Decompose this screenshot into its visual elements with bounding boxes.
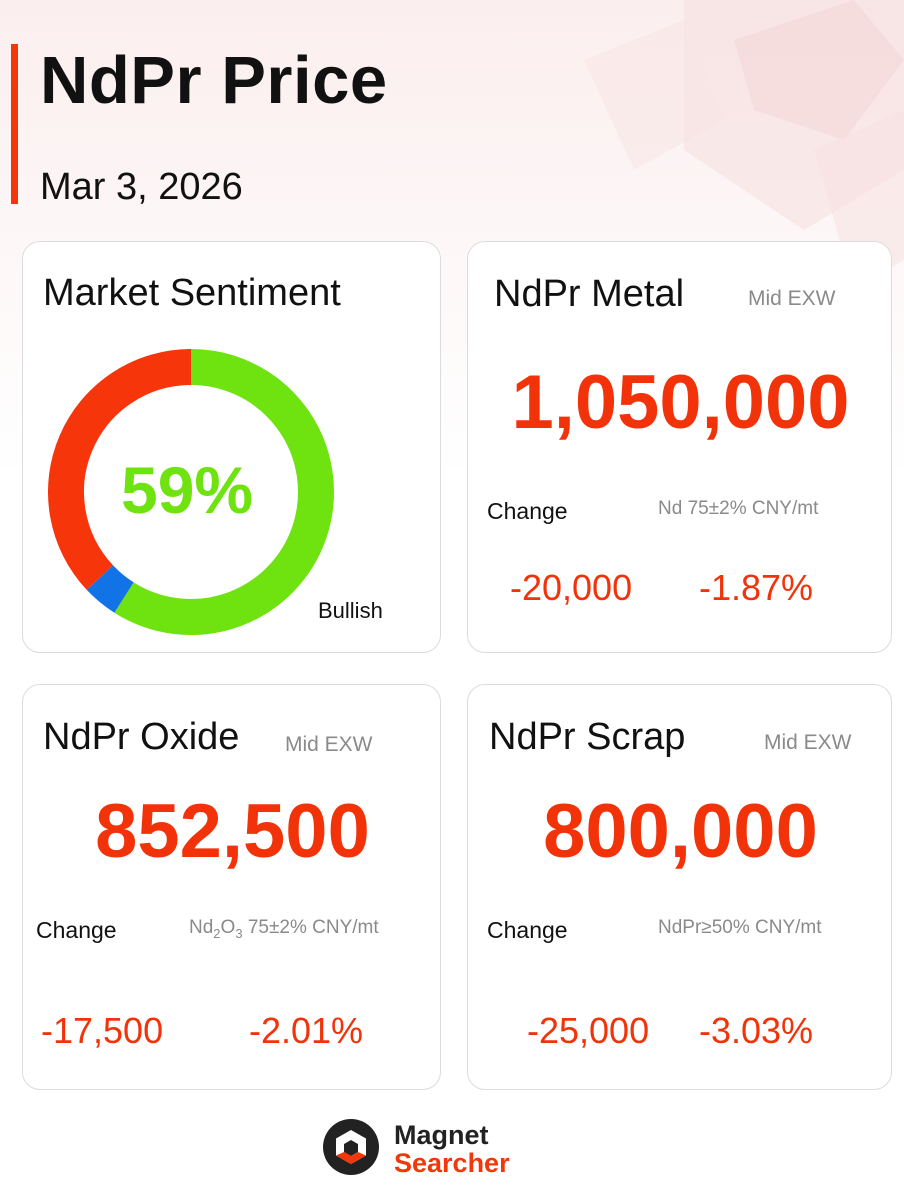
metal-change-abs: -20,000: [510, 567, 633, 608]
scrap-change-pct: -3.03%: [699, 1010, 814, 1051]
scrap-card: NdPr Scrap Mid EXW 800,000 Change NdPr≥5…: [467, 684, 892, 1090]
brand-line1: Magnet: [394, 1120, 489, 1150]
sentiment-donut: [48, 349, 334, 635]
donut-segment-neutral: [86, 564, 135, 613]
sentiment-card: Market Sentiment 59% Bullish: [22, 241, 441, 653]
metal-unit: Nd 75±2% CNY/mt: [658, 498, 819, 519]
scrap-tag: Mid EXW: [764, 731, 852, 754]
oxide-price: 852,500: [95, 789, 370, 874]
scrap-change-label: Change: [487, 917, 568, 943]
metal-title: NdPr Metal: [494, 273, 685, 315]
oxide-change-label: Change: [36, 917, 117, 943]
scrap-price: 800,000: [543, 789, 818, 874]
donut-segment-bearish: [48, 349, 192, 590]
brand-line2: Searcher: [394, 1148, 510, 1178]
metal-change-label: Change: [487, 498, 568, 524]
metal-price: 1,050,000: [511, 360, 850, 445]
metal-change-pct: -1.87%: [699, 567, 814, 608]
scrap-title: NdPr Scrap: [489, 716, 686, 758]
oxide-title: NdPr Oxide: [43, 716, 240, 758]
oxide-card: NdPr Oxide Mid EXW 852,500 Change Nd2O3 …: [22, 684, 441, 1090]
oxide-change-pct: -2.01%: [249, 1010, 364, 1051]
sentiment-label: Bullish: [318, 598, 383, 623]
donut-segment-bullish: [114, 349, 334, 635]
oxide-unit: Nd2O3 75±2% CNY/mt: [189, 917, 379, 941]
sentiment-percent: 59%: [121, 453, 254, 527]
magnet-logo-icon: [323, 1119, 379, 1175]
sentiment-title: Market Sentiment: [43, 272, 341, 314]
brand-logo: Magnet Searcher: [322, 1118, 552, 1180]
oxide-tag: Mid EXW: [285, 733, 373, 756]
page-date: Mar 3, 2026: [40, 166, 243, 208]
scrap-change-abs: -25,000: [527, 1010, 650, 1051]
scrap-unit: NdPr≥50% CNY/mt: [658, 917, 822, 938]
metal-card: NdPr Metal Mid EXW 1,050,000 Change Nd 7…: [467, 241, 892, 653]
title-accent-bar: [11, 44, 18, 204]
oxide-change-abs: -17,500: [41, 1010, 164, 1051]
metal-tag: Mid EXW: [748, 287, 836, 310]
page-title: NdPr Price: [40, 43, 388, 118]
